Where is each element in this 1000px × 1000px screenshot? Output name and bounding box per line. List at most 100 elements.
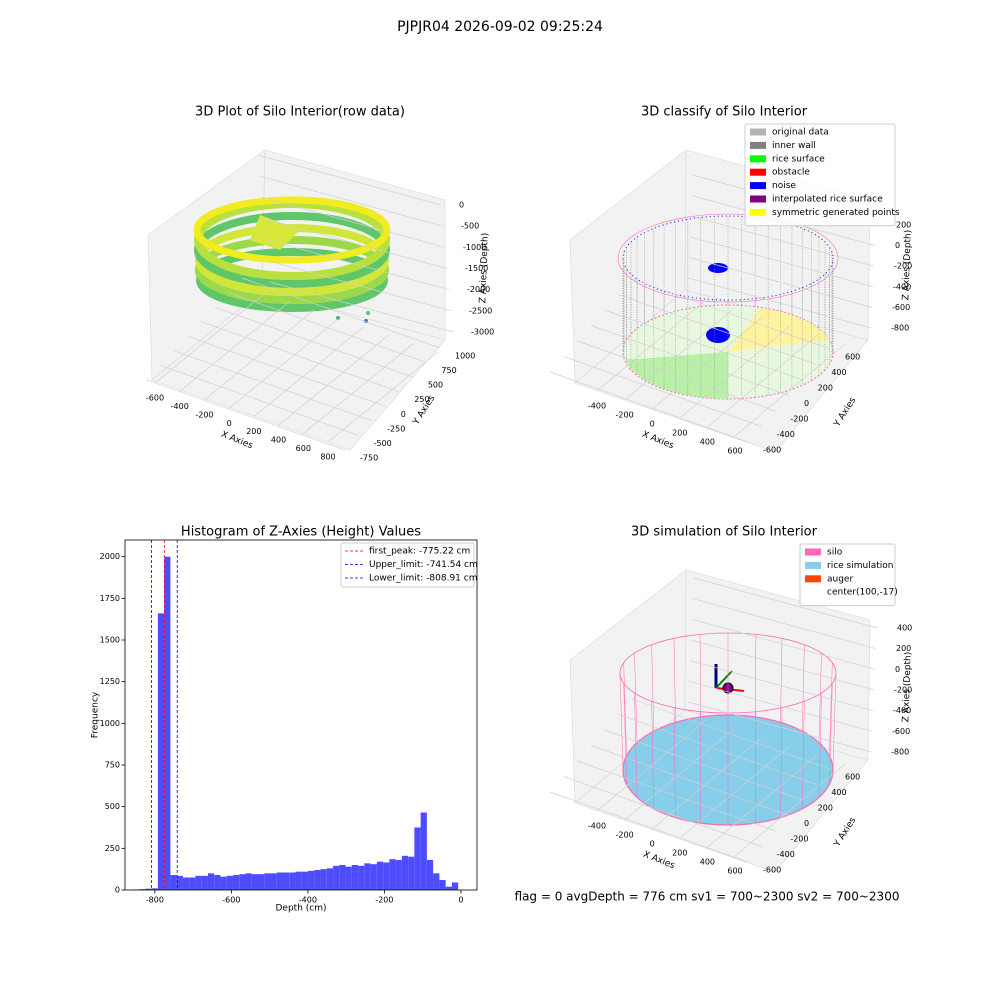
- bar: [276, 872, 284, 890]
- grid-line: [179, 301, 290, 392]
- x-tick-label: 0: [227, 419, 232, 428]
- y-tick-label: 1000: [455, 352, 475, 361]
- z-tick-label: -400: [893, 282, 911, 291]
- silo-line: [832, 672, 837, 771]
- y-tick-label: 1250: [100, 677, 120, 686]
- x-tick-label: 400: [700, 858, 715, 867]
- y-tick-label: 400: [831, 788, 846, 797]
- bar: [426, 860, 434, 890]
- x-axis-label: X Axies: [641, 430, 676, 452]
- y-tick-label: 1500: [100, 636, 120, 645]
- y-tick-label: 400: [831, 368, 846, 377]
- z-tick-label: -2500: [469, 306, 492, 315]
- y-tick-label: 2000: [100, 552, 120, 561]
- bar: [326, 868, 334, 890]
- figure-title: PJPJR04 2026-09-02 09:25:24: [397, 19, 603, 35]
- grid-line: [692, 598, 877, 650]
- grid-line: [687, 701, 872, 753]
- legend-swatch: [750, 208, 766, 216]
- x-tick-label: 600: [727, 447, 742, 456]
- z-tick-label: 0: [895, 665, 900, 674]
- x-tick-label: 200: [672, 849, 687, 858]
- grid-line: [146, 379, 346, 451]
- legend-swatch: [805, 575, 821, 583]
- grid-line: [577, 760, 776, 832]
- grid-line: [689, 236, 874, 288]
- grid-line: [269, 281, 454, 333]
- y-tick-label: 750: [105, 761, 120, 770]
- z-tick-label: 0: [895, 241, 900, 250]
- bar: [232, 875, 240, 890]
- z-tick-label: -600: [892, 727, 910, 736]
- x-tick-label: 400: [271, 436, 286, 445]
- legend-label: silo: [827, 548, 843, 558]
- bar: [195, 875, 202, 890]
- z-tick-label: -1000: [463, 243, 486, 252]
- bar: [408, 856, 415, 890]
- y-tick-label: 0: [804, 819, 809, 828]
- y-tick-label: -600: [763, 446, 781, 455]
- x-tick-label: 0: [650, 840, 655, 849]
- grid-line: [253, 326, 365, 417]
- grid-line: [693, 577, 878, 629]
- bar: [176, 875, 183, 890]
- silo-line: [651, 644, 655, 732]
- grid-line: [590, 325, 790, 396]
- x-tick-label: -200: [375, 896, 393, 905]
- bar: [214, 875, 221, 890]
- legend-label: Lower_limit: -808.91 cm: [369, 574, 477, 584]
- bar: [414, 827, 421, 890]
- x-tick-label: 800: [320, 453, 335, 462]
- bar: [189, 877, 196, 890]
- grid-line: [707, 754, 818, 848]
- grid-line: [241, 277, 441, 349]
- z-axis-label: Z Axies (Depth): [901, 652, 913, 723]
- grid-line: [228, 292, 427, 363]
- bar: [445, 886, 452, 890]
- grid-line: [691, 618, 876, 670]
- bar: [220, 876, 227, 890]
- bar: [376, 861, 384, 890]
- bar: [308, 870, 315, 890]
- grid-line: [303, 343, 414, 434]
- bar: [264, 873, 271, 890]
- footer: flag = 0 avgDepth = 776 cm sv1 = 700~230…: [515, 890, 900, 904]
- z-tick-label: -600: [892, 303, 910, 312]
- z-tick-label: -200: [894, 686, 912, 695]
- grid-line: [204, 309, 315, 401]
- silo-line: [801, 644, 805, 732]
- grid-line: [734, 343, 846, 437]
- silo-line: [619, 672, 624, 771]
- silo-line: [623, 662, 627, 756]
- legend: [340, 542, 475, 588]
- y-tick-label: 0: [401, 410, 406, 419]
- y-axis-label: Y Axies: [832, 396, 858, 430]
- grid-line: [679, 325, 791, 419]
- z-axis-label: Z Axies (Depth): [901, 230, 913, 301]
- bar: [320, 869, 327, 890]
- y-tick-label: -500: [374, 439, 392, 448]
- bar: [201, 875, 208, 890]
- bar: [364, 863, 371, 890]
- bar: [401, 855, 409, 890]
- y-tick-label: 250: [414, 395, 429, 404]
- bar: [389, 859, 396, 890]
- bar: [257, 874, 265, 890]
- bar: [345, 866, 352, 890]
- y-tick-label: 500: [105, 802, 120, 811]
- legend-label: interpolated rice surface: [772, 195, 883, 205]
- grid-line: [214, 306, 413, 378]
- point-cloud: [193, 196, 391, 323]
- bar: [314, 870, 321, 890]
- silo-line: [780, 707, 783, 818]
- silo-line: [754, 711, 757, 824]
- grid-line: [604, 729, 803, 801]
- bar: [170, 875, 177, 890]
- grid-line: [688, 257, 873, 308]
- silo-line: [818, 652, 822, 743]
- grid-line: [590, 745, 790, 816]
- y-tick-label: 500: [428, 381, 443, 390]
- grid-line: [261, 196, 446, 248]
- legend-label: rice simulation: [827, 561, 893, 571]
- grid-line: [618, 714, 817, 785]
